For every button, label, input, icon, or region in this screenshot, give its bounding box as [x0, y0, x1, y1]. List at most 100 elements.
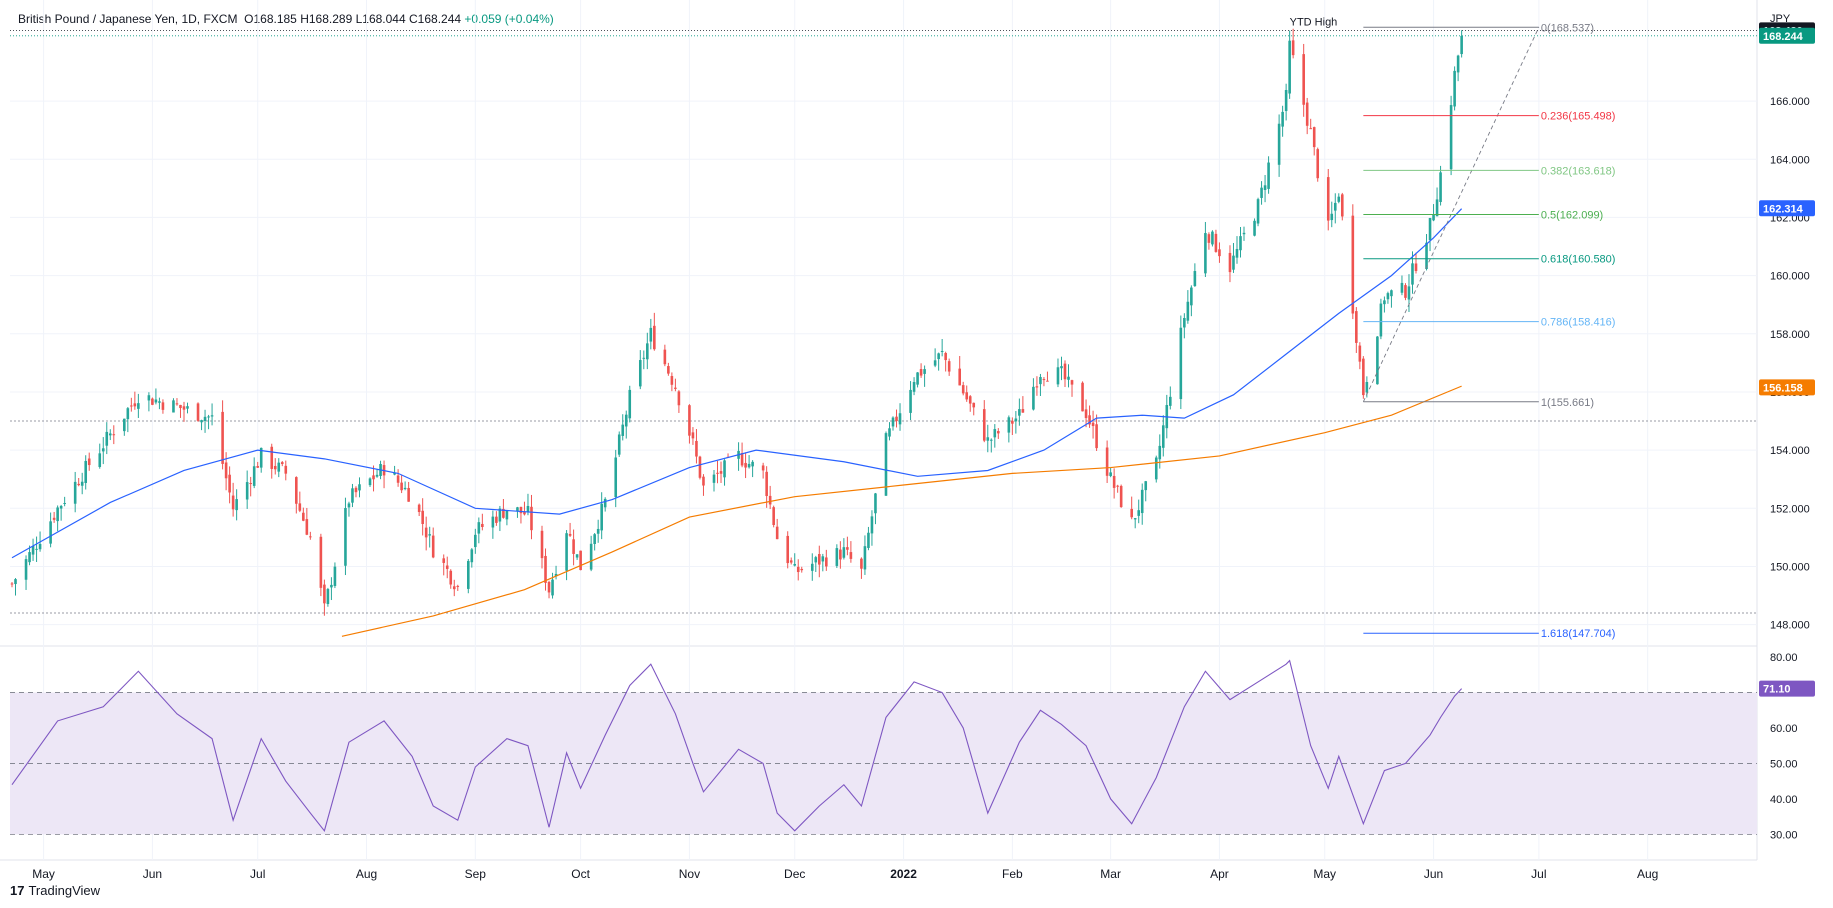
- candle-body: [196, 403, 200, 421]
- candle-body: [59, 505, 63, 509]
- candle-body: [849, 552, 853, 559]
- candle-body: [674, 387, 677, 389]
- rsi-tick-label: 40.00: [1770, 794, 1798, 806]
- candle-body: [210, 415, 214, 417]
- candle-body: [628, 389, 632, 419]
- candle-body: [10, 583, 14, 585]
- x-tick-label: Jul: [250, 867, 265, 881]
- candle-body: [354, 487, 358, 493]
- candle-body: [1014, 418, 1018, 422]
- candle-body: [1281, 111, 1284, 127]
- candle-body: [961, 385, 965, 394]
- candle-body: [249, 483, 252, 485]
- candle-body: [428, 534, 431, 536]
- candle-body: [614, 457, 618, 498]
- candle-body: [1112, 475, 1116, 488]
- rsi-value-badge-bg: [1759, 680, 1815, 697]
- candle-body: [1277, 123, 1281, 165]
- candle-body: [1088, 415, 1091, 425]
- candle-body: [1453, 70, 1456, 107]
- candle-body: [200, 420, 203, 423]
- candle-body: [1228, 252, 1232, 273]
- candle-body: [747, 463, 751, 468]
- candle-body: [84, 460, 88, 484]
- candle-body: [1169, 396, 1172, 406]
- candle-body: [98, 453, 102, 467]
- candle-body: [147, 395, 151, 401]
- candle-body: [818, 554, 821, 565]
- candle-body: [916, 372, 919, 385]
- candle-body: [323, 584, 326, 604]
- candle-body: [252, 466, 256, 486]
- candle-body: [1263, 185, 1267, 190]
- candle-body: [56, 507, 59, 522]
- candle-body: [280, 462, 284, 465]
- candle-body: [319, 536, 323, 588]
- candle-body: [175, 403, 179, 405]
- candle-body: [1137, 510, 1141, 516]
- ma200-badge-bg: [1759, 379, 1815, 396]
- candle-body: [1091, 422, 1095, 427]
- candle-body: [1435, 199, 1439, 217]
- candle-body: [1039, 377, 1042, 385]
- candle-body: [1400, 282, 1404, 293]
- candle-body: [421, 510, 424, 525]
- candle-body: [302, 512, 305, 521]
- candle-body: [1333, 202, 1337, 211]
- candle-body: [719, 471, 723, 474]
- candle-body: [540, 530, 544, 559]
- candle-body: [863, 546, 867, 570]
- candle-body: [765, 471, 768, 497]
- candle-body: [1183, 317, 1186, 328]
- candle-body: [505, 510, 509, 520]
- candle-body: [919, 369, 923, 376]
- candle-body: [1046, 380, 1049, 382]
- candle-body: [519, 506, 523, 514]
- ma200-badge: 156.158: [1763, 382, 1803, 394]
- candle-body: [270, 446, 274, 469]
- candle-body: [663, 349, 667, 365]
- candle-body: [35, 548, 38, 550]
- candle-body: [1253, 220, 1256, 236]
- candle-body: [326, 589, 330, 604]
- ma100-badge-bg: [1759, 200, 1815, 217]
- candle-body: [498, 508, 502, 522]
- candle-body: [898, 413, 902, 425]
- x-tick-label: Apr: [1210, 867, 1229, 881]
- candle-body: [667, 366, 670, 374]
- candle-body: [52, 517, 56, 520]
- candle-body: [617, 434, 621, 455]
- candle-body: [1081, 382, 1084, 412]
- candle-body: [1351, 215, 1355, 314]
- candle-body: [1404, 285, 1407, 298]
- candle-body: [1439, 172, 1442, 202]
- candle-body: [1161, 425, 1165, 448]
- candle-body: [874, 493, 877, 514]
- tradingview-brand[interactable]: 17 TradingView: [10, 883, 100, 898]
- candle-body: [789, 560, 793, 563]
- candle-body: [1018, 409, 1021, 416]
- candle-body: [1425, 242, 1428, 270]
- candle-body: [1042, 379, 1046, 381]
- candle-body: [112, 434, 116, 436]
- candle-body: [860, 558, 863, 569]
- candle-body: [309, 536, 312, 538]
- candle-body: [277, 462, 281, 472]
- fib-level-label: 0.618(160.580): [1541, 254, 1616, 266]
- candle-body: [702, 476, 705, 486]
- candle-body: [1105, 447, 1109, 476]
- candle-body: [716, 472, 719, 474]
- candle-body: [1312, 127, 1316, 148]
- candle-body: [179, 404, 182, 409]
- candle-body: [846, 547, 849, 550]
- candle-body: [575, 554, 579, 558]
- candle-body: [358, 484, 361, 491]
- candle-body: [1035, 386, 1039, 388]
- x-tick-label: Aug: [1637, 867, 1658, 881]
- candle-body: [1362, 358, 1365, 396]
- candle-body: [502, 508, 505, 518]
- candle-body: [449, 570, 453, 585]
- candle-body: [137, 403, 140, 409]
- x-tick-label: Dec: [784, 867, 805, 881]
